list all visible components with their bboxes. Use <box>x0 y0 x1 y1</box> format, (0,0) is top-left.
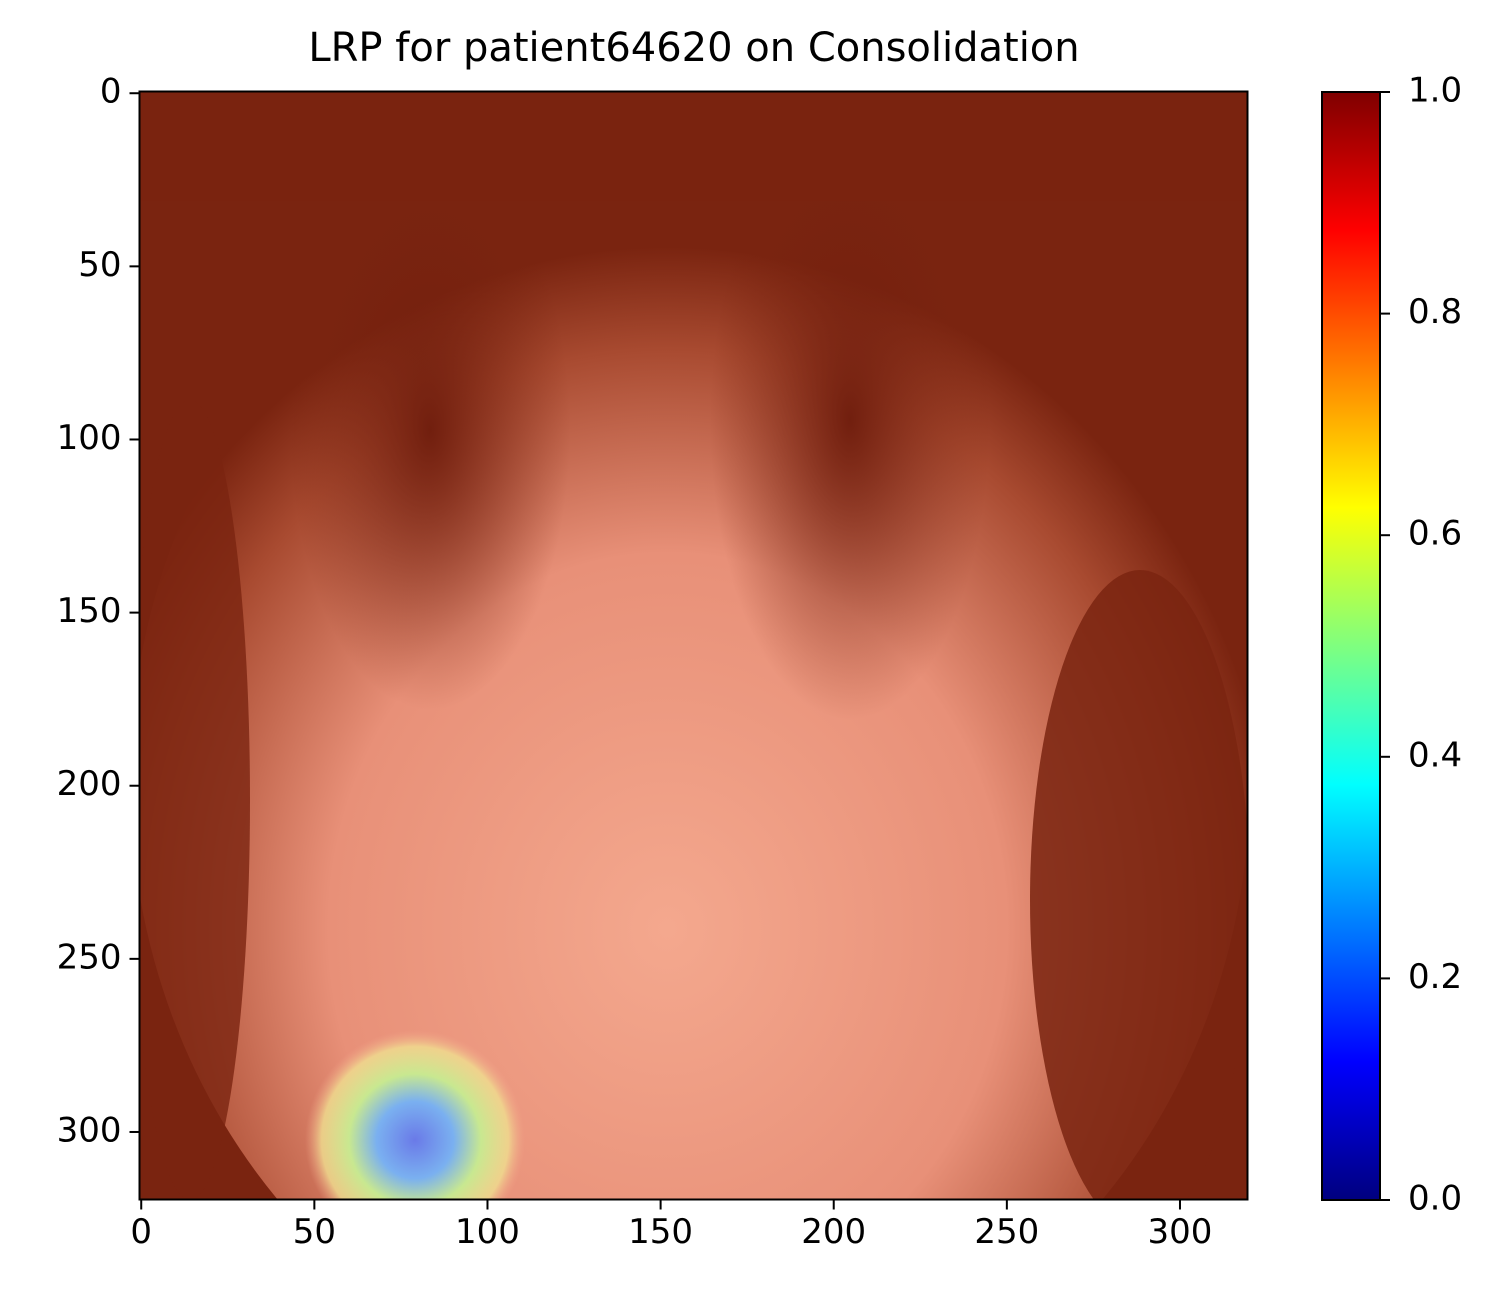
colorbar <box>1321 91 1381 1201</box>
colorbar-tick-label: 0.2 <box>1408 957 1462 997</box>
x-tick-label: 100 <box>455 1212 520 1252</box>
x-tick-label: 200 <box>801 1212 866 1252</box>
y-tick-label: 150 <box>57 591 122 631</box>
x-tick-label: 300 <box>1148 1212 1213 1252</box>
x-tick-label: 150 <box>628 1212 693 1252</box>
colorbar-tick-label: 0.8 <box>1408 292 1462 332</box>
y-tick-label: 50 <box>78 245 121 285</box>
colorbar-tick-label: 0.4 <box>1408 735 1462 775</box>
y-tick-label: 0 <box>100 72 122 112</box>
y-tick-label: 200 <box>57 764 122 804</box>
y-tick-label: 250 <box>57 937 122 977</box>
colorbar-tick-label: 1.0 <box>1408 71 1462 111</box>
y-tick-label: 300 <box>57 1110 122 1150</box>
plot-frame <box>138 90 1249 1201</box>
y-tick-label: 100 <box>57 418 122 458</box>
x-tick-label: 50 <box>293 1212 336 1252</box>
colorbar-tick-label: 0.6 <box>1408 514 1462 554</box>
x-tick-label: 0 <box>130 1212 152 1252</box>
x-tick-label: 250 <box>974 1212 1039 1252</box>
colorbar-tick-label: 0.0 <box>1408 1179 1462 1219</box>
chart-title: LRP for patient64620 on Consolidation <box>308 25 1079 71</box>
image <box>139 91 1248 1200</box>
